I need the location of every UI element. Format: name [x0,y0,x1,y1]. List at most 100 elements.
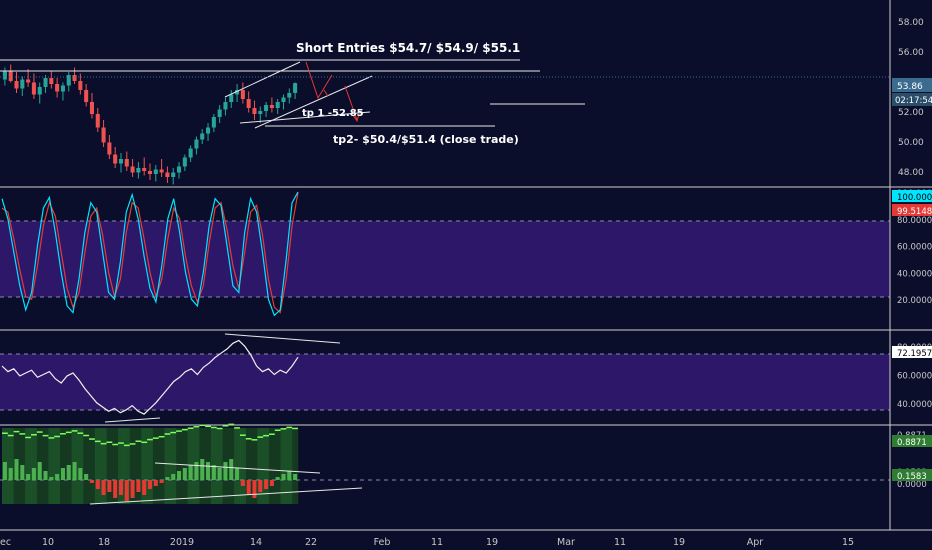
osc-signal-dash [216,427,223,430]
time-tick-label: 19 [486,537,498,548]
stoch-k-value: 100.0000 [897,193,932,203]
osc-background-column [94,428,101,504]
annotation-tp2: tp2- $50.4/$51.4 (close trade) [333,133,519,146]
time-tick-label: 2019 [170,537,194,548]
osc-signal-dash [19,433,26,435]
candle-body [165,172,170,177]
osc-bar [95,480,100,489]
osc-bar [147,480,153,489]
osc-bar [8,468,13,480]
candle-body [182,157,187,167]
osc-background-column [135,428,142,504]
osc-signal-dash [48,437,55,439]
candle-body [223,102,228,110]
stoch-band [0,221,890,297]
osc-background-column [118,428,125,504]
tp1-line [239,111,371,124]
osc-bar [281,474,286,480]
osc-signal-dash [141,441,148,444]
osc-signal-dash [164,433,171,435]
price-panel: Short Entries $54.7/ $54.9/ $55.1 tp 1 -… [0,18,932,185]
candle-body [14,81,19,89]
time-tick-label: 10 [42,537,54,548]
osc-upper-trendline [154,462,321,474]
osc-background-column [263,428,270,504]
osc-bar [275,477,280,480]
osc-bar [159,480,164,483]
candle-body [66,75,71,86]
osc-background-column [234,428,241,504]
osc-signal-dash [187,427,194,429]
osc-bar [130,480,135,498]
time-tick-label: 19 [673,537,685,548]
osc-bar [165,477,170,480]
osc-value-1: 0.8871 [897,438,927,448]
candle-body [95,114,100,128]
osc-bar [206,462,211,480]
osc-signal-dash [60,433,66,435]
rsi-divergence-lower [104,417,161,423]
stoch-k-line [1,191,299,317]
arrow-path-2 [344,85,358,121]
candle-body [2,70,7,80]
candle-body [159,169,164,173]
osc-signal-dash [228,423,235,426]
osc-signal-dash [106,441,113,443]
channel-upper-line [224,61,301,98]
stoch-tick-label: 20.0000 [897,296,932,306]
candle-body [252,108,257,114]
osc-background-column [239,428,247,504]
rsi-divergence-upper [224,333,341,344]
channel-lower-line [254,75,373,129]
osc-background-column [7,428,14,504]
candle-body [188,148,193,158]
osc-signal-dash [170,431,177,434]
osc-background-column [106,428,113,504]
osc-signal-dash [36,431,43,433]
candle-body [113,154,118,164]
price-tick-label: 56.00 [898,48,924,58]
osc-background-column [42,428,49,504]
candle-body [275,102,280,108]
osc-bar [14,459,19,480]
osc-signal-dash [268,433,275,435]
osc-bar [72,462,77,480]
candle-body [176,166,182,173]
osc-bar [229,459,234,480]
osc-signal-dash [54,435,61,438]
price-tick-label: 58.00 [898,18,924,28]
osc-signal-dash [193,426,200,428]
osc-signal-dash [71,430,78,432]
candle-body [281,97,286,102]
stoch-tick-label: 40.0000 [897,269,932,279]
osc-signal-dash [257,436,264,438]
osc-background-column [274,428,281,504]
osc-signal-dash [65,431,72,434]
osc-bar [200,459,205,480]
osc-background-column [141,428,148,504]
osc-signal-dash [112,443,119,446]
candle-body [258,111,263,114]
candle-body [130,166,135,173]
trade-arrows [305,61,360,123]
time-tick-label: 11 [614,537,626,548]
price-tick-label: 52.00 [898,108,924,118]
osc-bar [60,468,65,480]
countdown-box [892,93,932,106]
osc-bar [118,480,124,495]
osc-signal-dash [263,434,269,437]
osc-tick-label: 0.0000 [897,480,927,490]
osc-signal-dash [251,439,258,441]
candle-body [235,90,240,95]
osc-bar [78,468,83,480]
osc-signal-dash [42,434,49,437]
last-price-value: 53.86 [897,82,923,92]
arrow-head-1 [323,89,329,97]
osc-signal-dash [129,443,136,445]
osc-bar [188,465,193,480]
osc-bar [136,480,141,492]
time-tick-label: 15 [842,537,854,548]
